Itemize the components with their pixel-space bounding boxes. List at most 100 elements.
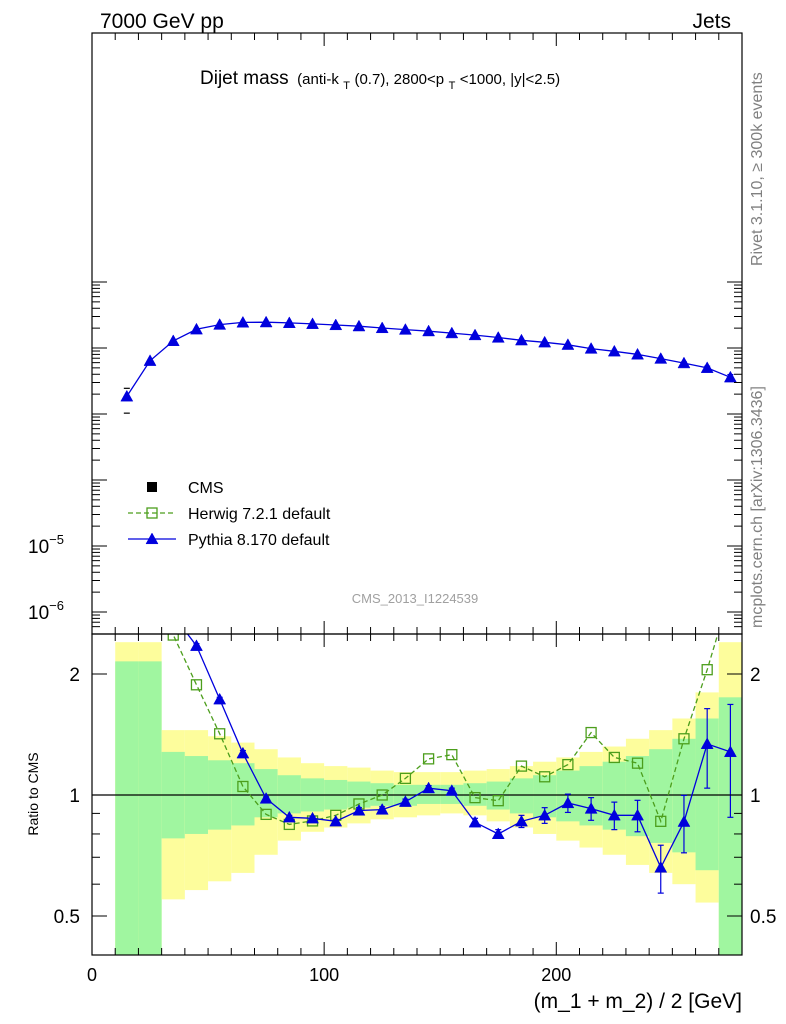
title-detail-suffix: <1000, |y|<2.5) [460,71,560,88]
rivet-label: Rivet 3.1.10, ≥ 300k events [749,72,766,266]
pythia-ratio-point [700,737,714,749]
pythia-main-point [445,326,459,339]
pythia-main-point [282,316,296,328]
legend-label: CMS [188,480,224,497]
main-series-layer [120,315,737,414]
herwig-ratio-point [167,634,179,641]
pythia-main-point [213,318,227,330]
pythia-main-point [422,324,436,337]
mcplots-label: mcplots.cern.ch [arXiv:1306.3436] [749,386,766,628]
x-tick-label: 100 [309,965,339,985]
pythia-ratio-point [144,565,156,576]
pythia-ratio-point [306,811,319,824]
pythia-main-point [468,328,482,341]
herwig-ratio-point [515,760,528,772]
pythia-ratio-point [445,784,459,796]
pythia-ratio-point [654,861,668,873]
pythia-ratio-point [375,803,389,815]
pythia-ratio-point [282,810,296,823]
pythia-ratio-point [468,815,482,828]
ratio-y-tick-label-left: 2 [69,665,80,686]
herwig-ratio-point [214,728,226,740]
band-inner-bin [138,661,162,955]
herwig-ratio-point [145,587,155,597]
pythia-main-point [352,319,366,332]
band-inner-bin [602,761,626,830]
pythia-main-point [515,333,528,346]
pythia-ratio-point [398,795,412,807]
pythia-main-point [398,323,412,335]
pythia-main-point [306,317,319,329]
pythia-main-point [538,335,552,348]
legend-label: Herwig 7.2.1 default [188,506,331,523]
herwig-ratio-point [539,771,551,783]
pythia-main-point [120,389,134,402]
pythia-main-point [259,315,273,328]
ratio-y-tick-label-left: 1 [69,786,80,807]
pythia-ratio-point [352,803,366,816]
pythia-ratio-point [584,802,598,814]
herwig-ratio-point [631,757,644,769]
pythia-ratio-point [677,815,691,827]
analysis-watermark: CMS_2013_I1224539 [352,591,479,606]
ratio-y-axis-label: Ratio to CMS [25,752,41,835]
herwig-ratio-point [260,808,272,821]
pythia-main-point [584,342,598,354]
ratio-y-tick-label-right: 0.5 [750,907,776,928]
pythia-ratio-point [515,814,528,827]
title-detail-prefix: (anti-k [297,71,339,88]
pythia-ratio-point [121,515,133,526]
herwig-ratio-point [492,795,504,807]
pythia-ratio-point [723,745,737,757]
legend-marker [147,482,157,492]
band-inner-bin [509,778,534,814]
band-inner-bin [231,763,255,826]
band-inner-bin [277,775,301,814]
legend-marker [145,532,159,545]
herwig-ratio-point [701,664,713,676]
pythia-main-point [723,370,737,383]
x-tick-label: 0 [87,965,97,985]
title-detail-sub2: T [449,80,456,92]
band-inner-bin [533,775,557,818]
pythia-main-point [631,347,644,360]
pythia-ratio-point [491,827,505,840]
pythia-ratio-point [422,781,436,794]
pythia-ratio-point [190,639,203,651]
pythia-main-point [700,361,714,373]
legend: CMS Herwig 7.2.1 default Pythia 8.170 defa… [128,480,331,549]
ratio-y-tick-label-right: 1 [750,786,761,807]
herwig-ratio-point [469,791,481,804]
pythia-ratio-point [631,808,644,821]
pythia-main-point [654,352,668,364]
pythia-main-point [491,331,505,343]
pythia-ratio-point [236,746,250,759]
ratio-uncertainty-bands [115,642,742,955]
herwig-ratio-point [562,758,574,771]
x-axis-label: (m_1 + m_2) / 2 [GeV] [534,990,742,1013]
header-left: 7000 GeV pp [100,10,224,33]
pythia-ratio-point [213,692,227,705]
band-inner-bin [695,718,719,871]
herwig-ratio-point [678,733,690,745]
pythia-main-point [236,315,250,328]
herwig-ratio-point [237,780,249,793]
herwig-ratio-point [608,751,620,764]
herwig-ratio-point [725,587,735,597]
main-y-tick-label: 10−6 [28,598,64,624]
axes-layer: 0 100 200 10−5 10−6 0.5 0.5 1 1 2 2 [28,32,776,985]
herwig-ratio-point [422,753,435,765]
pythia-main-point [375,321,389,334]
pythia-main-point [190,322,203,335]
pythia-main-point [143,354,157,366]
title-detail-mid: (0.7), 2800<p [354,71,444,88]
x-tick-label: 200 [541,965,571,985]
pythia-ratio-point [259,792,273,804]
ratio-y-tick-label-right: 2 [750,665,761,686]
pythia-ratio-point [538,808,552,821]
pythia-ratio-point [167,609,179,620]
pythia-ratio-point [607,808,621,821]
herwig-ratio-point [122,548,132,558]
pythia-main-point [166,334,180,346]
legend-label: Pythia 8.170 default [188,532,330,549]
